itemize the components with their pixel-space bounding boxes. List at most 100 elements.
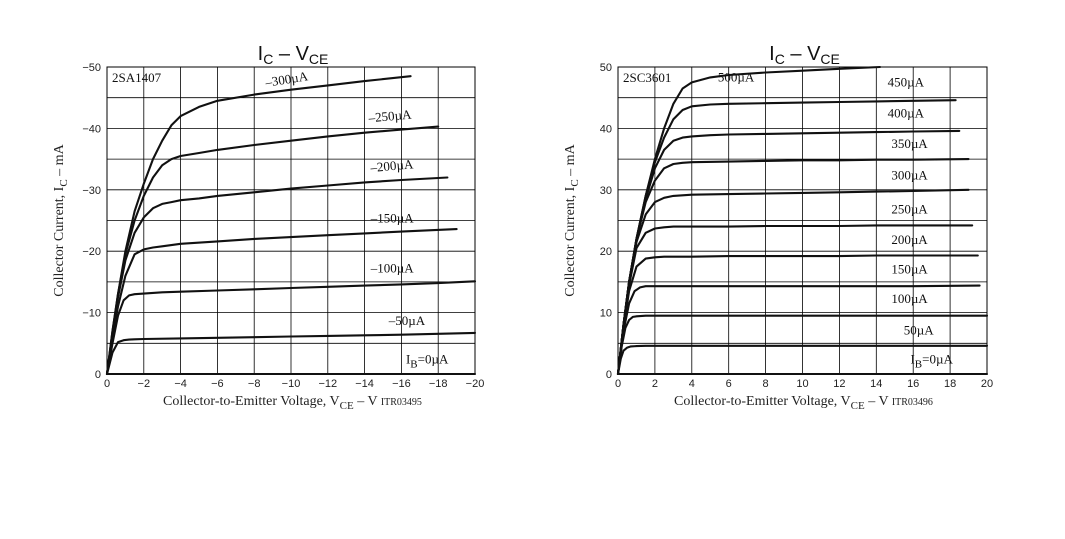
- axis-label-part: – V: [354, 394, 381, 409]
- chart-title: IC – VCE: [769, 43, 840, 67]
- x-tick-label: 0: [615, 378, 621, 390]
- title-part: – V: [785, 43, 821, 65]
- curve-50a: [105, 331, 477, 376]
- x-tick-label: 10: [796, 378, 808, 390]
- axis-label-subscript: C: [58, 179, 70, 186]
- title-subscript: C: [263, 51, 273, 67]
- x-axis-label: Collector-to-Emitter Voltage, VCE – V IT…: [674, 394, 933, 412]
- x-tick-label: 12: [833, 378, 845, 390]
- curve-label: 150µA: [891, 261, 928, 276]
- x-tick-label: 14: [870, 378, 882, 390]
- curve-label: –150µA: [370, 210, 414, 225]
- axis-label-subscript: CE: [851, 400, 865, 412]
- curve-label: 450µA: [888, 75, 925, 90]
- curve-label: 350µA: [891, 136, 928, 151]
- chart-title: IC – VCE: [258, 43, 329, 67]
- curve-200a: [616, 254, 979, 376]
- x-tick-label: 6: [726, 378, 732, 390]
- curve-label-part: =0µA: [418, 352, 449, 367]
- axis-label-part: – mA: [52, 143, 67, 179]
- part-number: 2SA1407: [112, 70, 162, 85]
- curve-label: 400µA: [888, 105, 925, 120]
- curve-label: 100µA: [891, 291, 928, 306]
- axis-label-part: Collector Current, I: [563, 186, 578, 296]
- curve-label-subscript: B: [410, 359, 417, 371]
- y-tick-label: 0: [95, 369, 101, 381]
- y-tick-label: 50: [600, 62, 612, 74]
- x-tick-label: −16: [392, 378, 411, 390]
- axis-label-subscript: C: [569, 179, 581, 186]
- curve-250a: [105, 125, 440, 376]
- curve-300a: [105, 75, 412, 376]
- x-tick-label: −8: [248, 378, 261, 390]
- x-tick-label: −20: [466, 378, 485, 390]
- curve-label: –300µA: [263, 68, 309, 90]
- curve-200a: [105, 176, 449, 376]
- curve-label: –250µA: [367, 107, 413, 126]
- curve-label: 250µA: [891, 202, 928, 217]
- axis-label-subscript: CE: [340, 400, 354, 412]
- figure-code: ITR03495: [381, 397, 422, 408]
- y-tick-label: 20: [600, 246, 612, 258]
- y-tick-label: 30: [600, 185, 612, 197]
- title-subscript: C: [775, 51, 785, 67]
- curve-label: 50µA: [904, 323, 934, 338]
- y-tick-label: −40: [82, 123, 101, 135]
- x-tick-label: −12: [318, 378, 337, 390]
- figure-code: ITR03496: [892, 397, 933, 408]
- x-tick-label: −6: [211, 378, 224, 390]
- title-subscript: CE: [820, 51, 839, 67]
- grid-lines: [106, 66, 476, 375]
- axis-label-part: Collector-to-Emitter Voltage, V: [163, 394, 340, 409]
- curve-label: –100µA: [370, 261, 414, 276]
- x-tick-label: −4: [174, 378, 187, 390]
- title-subscript: CE: [309, 51, 328, 67]
- x-tick-label: 20: [981, 378, 993, 390]
- curve-150a: [105, 228, 458, 376]
- curve-label: –50µA: [388, 313, 426, 328]
- curve-100a: [616, 314, 989, 376]
- y-tick-label: −30: [82, 185, 101, 197]
- x-tick-label: 18: [944, 378, 956, 390]
- y-axis-label: Collector Current, IC – mA: [563, 143, 581, 296]
- part-number: 2SC3601: [623, 70, 671, 85]
- curve-label-part: I: [406, 352, 410, 367]
- curve-100a: [105, 280, 477, 376]
- x-tick-label: 0: [104, 378, 110, 390]
- title-part: – V: [273, 43, 309, 65]
- y-tick-label: −10: [82, 308, 101, 320]
- curve-label-subscript: B: [915, 359, 922, 371]
- curve-50a: [616, 344, 989, 376]
- title-part: I: [258, 43, 264, 65]
- axis-label-part: – V: [865, 394, 892, 409]
- title-part: I: [769, 43, 775, 65]
- x-tick-label: 16: [907, 378, 919, 390]
- x-tick-label: −10: [282, 378, 301, 390]
- curve-label: –200µA: [369, 156, 415, 175]
- curve-label-part: =0µA: [922, 352, 953, 367]
- x-axis-label: Collector-to-Emitter Voltage, VCE – V IT…: [163, 394, 422, 412]
- curve-label: 200µA: [891, 232, 928, 247]
- chart-2sa1407: 0 −2 −4 −6 −8 −10 −12 −14 −16 −18 −20 0 −10 −20 −30 −40…: [52, 43, 484, 412]
- curve-label: 300µA: [891, 167, 928, 182]
- x-tick-label: 4: [689, 378, 695, 390]
- axis-label-part: Collector-to-Emitter Voltage, V: [674, 394, 851, 409]
- x-tick-label: −14: [355, 378, 374, 390]
- curve-250a: [616, 224, 974, 376]
- axis-label-part: Collector Current, I: [52, 186, 67, 296]
- y-tick-label: 40: [600, 123, 612, 135]
- y-tick-label: 0: [606, 369, 612, 381]
- curve-label: IB=0µA: [406, 352, 449, 371]
- y-tick-label: 10: [600, 308, 612, 320]
- x-tick-label: 8: [763, 378, 769, 390]
- curve-150a: [616, 284, 981, 376]
- curve-label: 500µA: [718, 70, 755, 85]
- x-tick-label: −18: [429, 378, 448, 390]
- curve-label-part: I: [910, 352, 914, 367]
- x-tick-label: 2: [652, 378, 658, 390]
- y-tick-label: −20: [82, 246, 101, 258]
- curve-label: IB=0µA: [910, 352, 953, 371]
- y-axis-label: Collector Current, IC – mA: [52, 143, 70, 296]
